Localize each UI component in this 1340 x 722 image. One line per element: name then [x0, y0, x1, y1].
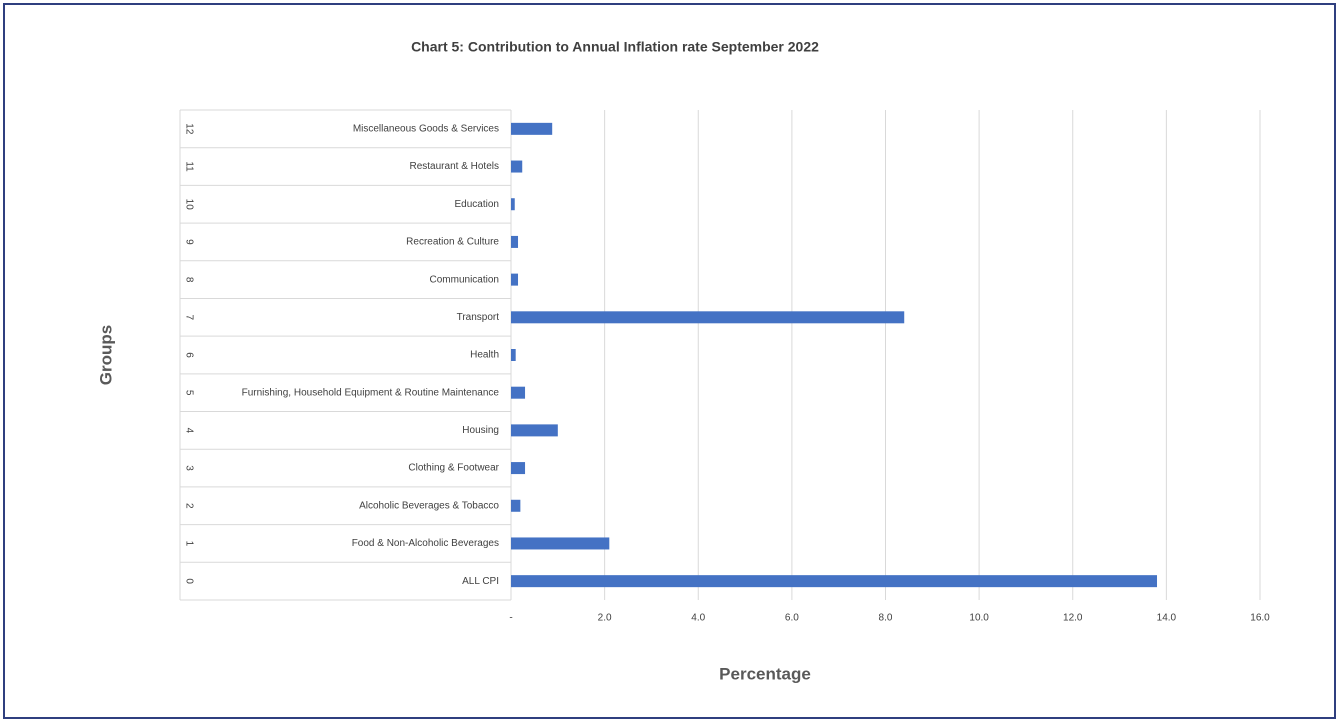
y-tick-label: Education	[455, 199, 499, 210]
group-number: 8	[183, 277, 194, 283]
bar	[511, 386, 526, 399]
y-tick-label: Clothing & Footwear	[408, 463, 499, 474]
x-tick-label: 10.0	[969, 613, 989, 624]
x-tick-label: 2.0	[598, 613, 612, 624]
bar	[511, 462, 526, 475]
x-tick-label: 12.0	[1063, 613, 1083, 624]
x-tick-label: 6.0	[785, 613, 799, 624]
y-tick-label: Communication	[430, 274, 499, 285]
group-number: 0	[183, 578, 194, 584]
group-number: 3	[183, 465, 194, 471]
bar	[511, 537, 610, 550]
y-tick-label: Health	[470, 350, 499, 361]
y-tick-label: Food & Non-Alcoholic Beverages	[352, 538, 499, 549]
y-axis-title: Groups	[96, 325, 115, 385]
group-number: 9	[183, 239, 194, 245]
group-number: 12	[183, 123, 194, 135]
y-tick-label: Housing	[462, 425, 499, 436]
bar	[511, 160, 523, 173]
bar	[511, 424, 558, 437]
y-tick-label: Recreation & Culture	[406, 237, 499, 248]
x-axis-title: Percentage	[719, 664, 811, 683]
x-tick-label: 8.0	[879, 613, 893, 624]
bar	[511, 122, 553, 135]
group-number: 4	[183, 428, 194, 434]
bar	[511, 198, 515, 211]
y-tick-label: Furnishing, Household Equipment & Routin…	[242, 387, 500, 398]
group-number: 5	[183, 390, 194, 396]
y-tick-label: Alcoholic Beverages & Tobacco	[359, 500, 499, 511]
y-tick-label: Miscellaneous Goods & Services	[353, 123, 499, 134]
bar	[511, 311, 905, 324]
bar	[511, 235, 519, 248]
bar	[511, 499, 521, 512]
group-number: 7	[183, 315, 194, 321]
bar	[511, 349, 516, 361]
group-number: 10	[183, 199, 194, 211]
group-number: 1	[183, 541, 194, 547]
x-tick-label: 16.0	[1250, 613, 1270, 624]
x-tick-label: -	[509, 613, 512, 624]
chart-title: Chart 5: Contribution to Annual Inflatio…	[411, 39, 819, 55]
x-tick-label: 14.0	[1157, 613, 1177, 624]
y-tick-label: Transport	[457, 312, 500, 323]
group-number: 6	[183, 352, 194, 358]
group-number: 11	[183, 161, 194, 172]
x-tick-label: 4.0	[691, 613, 705, 624]
bar	[511, 575, 1158, 588]
y-tick-label: Restaurant & Hotels	[410, 161, 500, 172]
y-tick-label: ALL CPI	[462, 576, 499, 587]
bar	[511, 273, 519, 286]
chart-border	[3, 3, 1336, 719]
group-number: 2	[183, 503, 194, 509]
